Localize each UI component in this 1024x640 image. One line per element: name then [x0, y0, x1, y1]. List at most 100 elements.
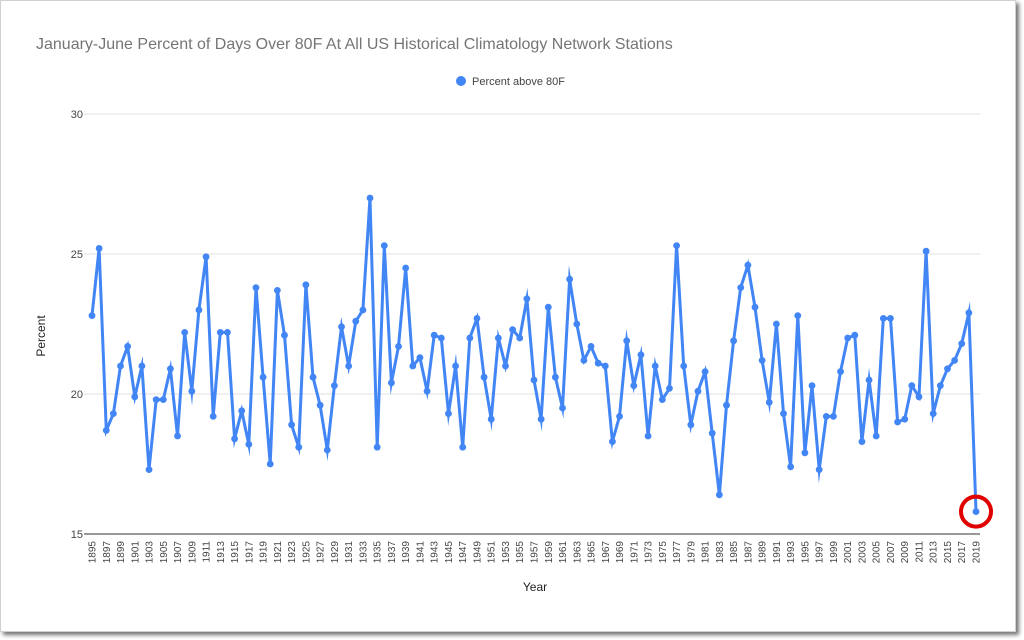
- data-point: [801, 449, 809, 457]
- x-tick-label: 2005: [872, 541, 883, 564]
- data-point: [780, 410, 787, 417]
- x-tick-label: 1897: [102, 541, 113, 564]
- x-tick-label: 1925: [301, 541, 312, 564]
- x-tick-label: 1901: [130, 541, 141, 564]
- data-point: [181, 329, 189, 336]
- data-point: [637, 351, 645, 359]
- y-axis-ticks: 15 20 25 30: [71, 109, 83, 541]
- x-tick-label: 2007: [886, 541, 897, 564]
- data-point: [388, 379, 395, 387]
- data-point: [430, 331, 438, 339]
- gridlines: [84, 113, 980, 535]
- data-point: [858, 438, 866, 445]
- data-point: [516, 334, 524, 342]
- x-tick-label: 1953: [501, 541, 512, 564]
- y-tick-label: 20: [71, 389, 83, 401]
- legend-label: Percent above 80F: [472, 76, 565, 88]
- data-point: [844, 334, 852, 342]
- x-tick-label: 1961: [558, 541, 569, 564]
- data-point: [131, 393, 139, 401]
- data-point: [216, 329, 224, 336]
- x-tick-label: 1927: [316, 541, 327, 564]
- x-tick-label: 1899: [116, 541, 127, 564]
- data-point: [944, 365, 951, 373]
- x-tick-label: 2003: [857, 541, 868, 564]
- data-point: [887, 315, 894, 322]
- data-point: [102, 427, 110, 434]
- data-point: [409, 362, 417, 370]
- data-point: [965, 309, 973, 317]
- x-tick-label: 1955: [515, 541, 526, 564]
- data-point: [730, 337, 738, 345]
- data-point: [309, 373, 317, 381]
- data-point: [544, 303, 552, 311]
- data-point: [616, 413, 623, 420]
- data-point: [281, 331, 288, 339]
- x-tick-label: 2015: [943, 541, 954, 564]
- data-point: [794, 312, 802, 319]
- x-tick-label: 1993: [786, 541, 797, 564]
- x-tick-label: 1911: [202, 541, 213, 563]
- data-point: [238, 407, 246, 415]
- x-tick-label: 1895: [88, 541, 99, 564]
- data-point: [580, 357, 588, 364]
- data-point: [402, 264, 410, 272]
- data-point: [715, 491, 723, 499]
- x-tick-label: 1999: [829, 541, 840, 564]
- data-point: [908, 382, 916, 389]
- data-point: [744, 261, 752, 269]
- data-point: [673, 242, 680, 250]
- y-axis-title: Percent: [34, 315, 48, 357]
- data-point: [787, 463, 795, 471]
- x-tick-label: 1969: [615, 541, 626, 564]
- data-point: [922, 247, 930, 255]
- data-point: [623, 337, 631, 345]
- data-point: [530, 376, 538, 384]
- data-point: [152, 396, 160, 403]
- data-point: [366, 194, 374, 202]
- x-tick-label: 1917: [244, 541, 255, 564]
- data-point: [765, 399, 773, 406]
- data-point: [837, 368, 844, 375]
- data-point: [815, 466, 823, 473]
- data-point: [972, 508, 980, 515]
- data-point: [901, 415, 909, 423]
- x-tick-label: 1933: [358, 541, 369, 564]
- data-point: [231, 435, 238, 443]
- x-tick-label: 1935: [373, 541, 384, 564]
- data-point: [487, 415, 495, 423]
- data-point: [159, 396, 167, 403]
- data-point: [117, 362, 124, 370]
- legend[interactable]: Percent above 80F: [456, 76, 565, 88]
- chart-frame: [0, 0, 1016, 632]
- data-point: [929, 410, 937, 417]
- series-line: [90, 197, 978, 512]
- data-point: [174, 432, 181, 440]
- data-point: [936, 382, 944, 389]
- x-tick-label: 1921: [273, 541, 284, 564]
- data-point: [266, 460, 274, 468]
- x-tick-label: 1951: [487, 541, 498, 564]
- data-point: [594, 359, 602, 367]
- x-tick-label: 1945: [444, 541, 455, 564]
- x-tick-label: 1959: [544, 541, 555, 564]
- x-tick-label: 2017: [957, 541, 968, 564]
- data-point: [416, 354, 424, 361]
- y-tick-label: 30: [71, 109, 83, 121]
- data-point: [680, 362, 688, 370]
- data-point: [723, 401, 730, 409]
- data-point: [459, 443, 467, 451]
- data-point: [737, 284, 745, 291]
- highlight-circle: [959, 494, 993, 529]
- data-point: [480, 373, 488, 381]
- x-tick-label: 1913: [216, 541, 227, 564]
- x-tick-label: 1907: [173, 541, 184, 564]
- data-point: [338, 323, 345, 331]
- x-tick-label: 1963: [572, 541, 583, 564]
- data-point: [687, 421, 695, 429]
- x-tick-label: 1971: [629, 541, 640, 564]
- data-point: [751, 303, 759, 311]
- x-tick-label: 1957: [530, 541, 541, 564]
- x-tick-label: 1937: [387, 541, 398, 564]
